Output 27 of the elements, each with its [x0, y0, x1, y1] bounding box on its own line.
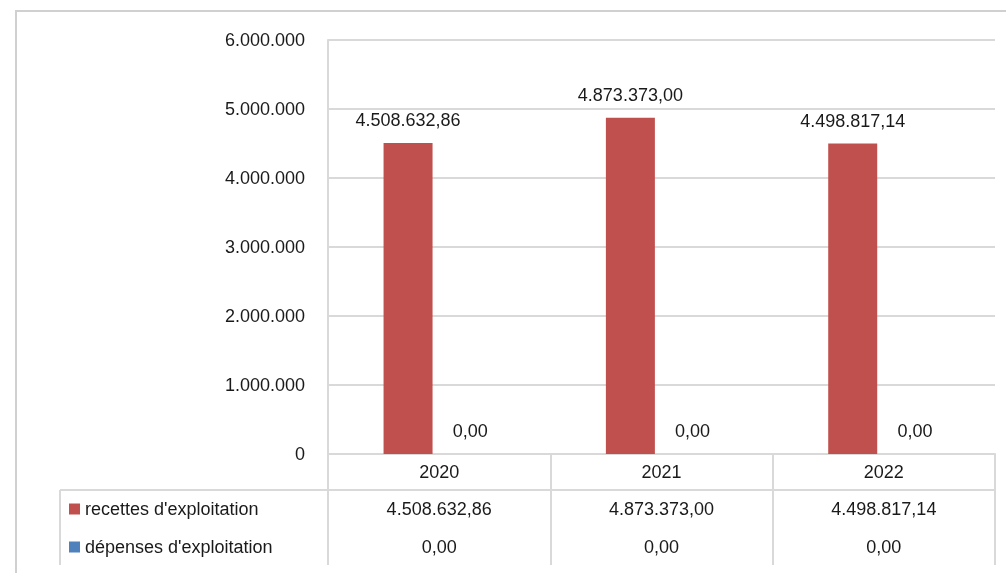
y-tick-label: 3.000.000 [224, 237, 305, 257]
bar [383, 142, 433, 454]
data-label: 0,00 [866, 537, 902, 557]
data-label: 4.508.632,86 [386, 499, 492, 519]
text: 0,00 [452, 421, 488, 441]
x-tick-label: 2021 [641, 462, 682, 482]
x-tick-label: 2022 [863, 462, 904, 482]
data-label: 4.873.373,00 [608, 499, 715, 519]
text: 4.873.373,00 [577, 84, 683, 105]
legend-label: recettes d'exploitation [85, 499, 259, 519]
y-tick-label: 0 [294, 444, 305, 464]
text: 4.508.632,86 [355, 109, 461, 130]
y-tick-label: 5.000.000 [224, 99, 305, 119]
text: 0,00 [675, 421, 711, 441]
data-label: 0,00 [643, 537, 680, 557]
data-label: 4.498.817,14 [831, 499, 937, 519]
y-tick-label: 4.000.000 [224, 168, 305, 188]
legend-label: dépenses d'exploitation [85, 537, 273, 557]
bar [828, 143, 878, 454]
y-tick-label: 6.000.000 [224, 30, 305, 50]
y-tick-label: 2.000.000 [224, 306, 305, 326]
data-label: 0,00 [421, 537, 457, 557]
y-tick-label: 1.000.000 [224, 375, 305, 395]
text: 0,00 [897, 421, 933, 441]
x-tick-label: 2020 [419, 462, 460, 482]
bar [605, 117, 655, 454]
text: 4.498.817,14 [800, 110, 906, 131]
